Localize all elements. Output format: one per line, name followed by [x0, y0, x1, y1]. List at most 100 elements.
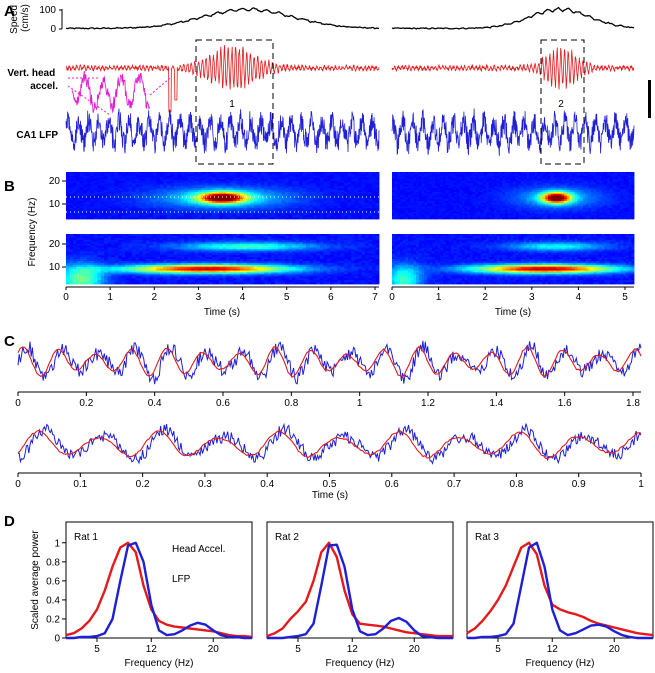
xtick-label: 1: [357, 398, 363, 409]
head-accel-trace-right: [391, 47, 635, 90]
d-ytick-label: 0.4: [46, 595, 60, 606]
xtick-label: 3: [529, 292, 535, 303]
xtick-label: 1.8: [626, 398, 640, 409]
d-yticks: 1 0.8 0.6 0.4 0.2 0: [46, 538, 66, 645]
xtick-label: 1: [107, 292, 113, 303]
panel-b: Frequency (Hz) 20 10 20 10 0 1 2 3 4 5 6 7 0 1 2 3…: [27, 172, 635, 318]
c-top-xticks: 0 0.2 0.4 0.6 0.8 1 1.2 1.4 1.6 1.8: [15, 392, 640, 409]
spectrogram-left-xticks: 0 1 2 3 4 5 6 7: [63, 287, 378, 303]
d-ytick-label: 0.6: [46, 576, 60, 587]
head-accel-label-line2: accel.: [30, 81, 58, 92]
xtick-label: 4: [576, 292, 582, 303]
xtick-label: 0: [15, 398, 21, 409]
d-xtick-label: 12: [146, 644, 158, 655]
xtick-label: 0.8: [509, 479, 523, 490]
c-bottom-lfp-trace: [17, 422, 642, 465]
xtick-label: 1.2: [421, 398, 435, 409]
d-ytick-label: 0.2: [46, 614, 60, 625]
spectrogram-right-xticks: 0 1 2 3 4 5: [389, 287, 628, 303]
d-xtick-label: 20: [409, 644, 421, 655]
head-accel-label-line1: Vert. head: [7, 68, 55, 79]
rat-label: Rat 2: [275, 532, 299, 543]
xtick-label: 7: [372, 292, 378, 303]
xtick-label: 0: [389, 292, 395, 303]
rat-label: Rat 3: [475, 532, 499, 543]
d-ylabel: Scaled average power: [30, 530, 41, 630]
d-xtick-label: 20: [208, 644, 220, 655]
head-accel-curve: [65, 541, 253, 639]
rat-label: Rat 1: [74, 532, 98, 543]
speed-tick-100: 100: [39, 5, 56, 16]
xtick-label: 1.4: [489, 398, 503, 409]
box-label-1: 1: [229, 99, 235, 110]
xtick-label: 0.9: [572, 479, 586, 490]
head-accel-curve: [466, 541, 654, 637]
top-ytick-10: 10: [49, 199, 61, 210]
d-plot-frame: [466, 521, 654, 639]
xtick-label: 0.6: [216, 398, 230, 409]
xtick-label: 5: [284, 292, 290, 303]
panel-label-b: B: [4, 178, 15, 195]
d-xtick-label: 5: [495, 644, 501, 655]
bottom-ytick-20: 20: [49, 239, 61, 250]
d-ytick-label: 0.8: [46, 557, 60, 568]
inset-dotted-connector-right: [149, 77, 171, 96]
legend-head-accel: Head Accel.: [172, 544, 225, 555]
xtick-label: 1: [436, 292, 442, 303]
xtick-label: 0: [63, 292, 69, 303]
d-xlabel: Frequency (Hz): [125, 658, 194, 669]
c-bottom-xticks: 0 0.1 0.2 0.3 0.4 0.5 0.6 0.7 0.8 0.9 1: [15, 473, 644, 490]
speed-tick-0: 0: [50, 24, 56, 35]
xtick-label: 4: [240, 292, 246, 303]
panel-label-a: A: [4, 3, 15, 20]
speed-trace-right: [391, 6, 635, 30]
inset-dotted-connector-lower: [67, 85, 111, 116]
c-top-lfp-trace: [17, 340, 642, 385]
d-plot-frame: [65, 521, 253, 639]
lfp-trace-left: [65, 108, 380, 154]
speed-label-line1: Speed: [9, 5, 20, 34]
spectrogram-ylabel: Frequency (Hz): [27, 198, 38, 267]
spectrogram-xlabel-left: Time (s): [204, 307, 240, 318]
lfp-curve: [467, 541, 653, 640]
xtick-label: 0.4: [260, 479, 274, 490]
xtick-label: 0.6: [385, 479, 399, 490]
d-ytick-label: 0: [54, 634, 60, 645]
spectrogram-bottom-left: [66, 234, 380, 285]
panel-label-c: C: [4, 333, 15, 350]
d-xtick-label: 5: [94, 644, 100, 655]
highlight-box-1: [195, 39, 274, 165]
xtick-label: 0: [15, 479, 21, 490]
c-top-head-trace: [17, 345, 642, 378]
inset-accel-trace: [71, 70, 151, 114]
spectrogram-top-right: [392, 172, 635, 220]
d-plot-rat2: Rat 2 5 12 20 Frequency (Hz): [266, 521, 454, 669]
xtick-label: 0.7: [447, 479, 461, 490]
speed-label-line2: (cm/s): [20, 4, 31, 32]
xtick-label: 0.2: [79, 398, 93, 409]
top-ytick-20: 20: [49, 176, 61, 187]
d-plot-frame: [266, 521, 454, 639]
d-xlabel: Frequency (Hz): [526, 658, 595, 669]
head-accel-curve: [266, 541, 453, 638]
lfp-label: CA1 LFP: [16, 130, 58, 141]
panel-a: Speed (cm/s) 100 0 Vert. head accel. CA1…: [7, 4, 651, 165]
lfp-trace-right: [391, 108, 635, 156]
spectrogram-top-left: [66, 172, 380, 220]
c-xlabel: Time (s): [312, 490, 348, 501]
xtick-label: 2: [152, 292, 158, 303]
head-accel-trace-left: [65, 45, 380, 113]
xtick-label: 6: [328, 292, 334, 303]
xtick-label: 2: [482, 292, 488, 303]
xtick-label: 1.6: [558, 398, 572, 409]
speed-trace-left: [65, 7, 380, 30]
spectrogram-bottom-right: [392, 234, 635, 285]
d-xtick-label: 12: [547, 644, 559, 655]
xtick-label: 0.2: [136, 479, 150, 490]
lfp-curve: [66, 541, 252, 640]
xtick-label: 0.8: [284, 398, 298, 409]
highlight-box-2: [540, 39, 585, 165]
d-xtick-label: 5: [295, 644, 301, 655]
c-bottom-head-trace: [17, 429, 642, 460]
